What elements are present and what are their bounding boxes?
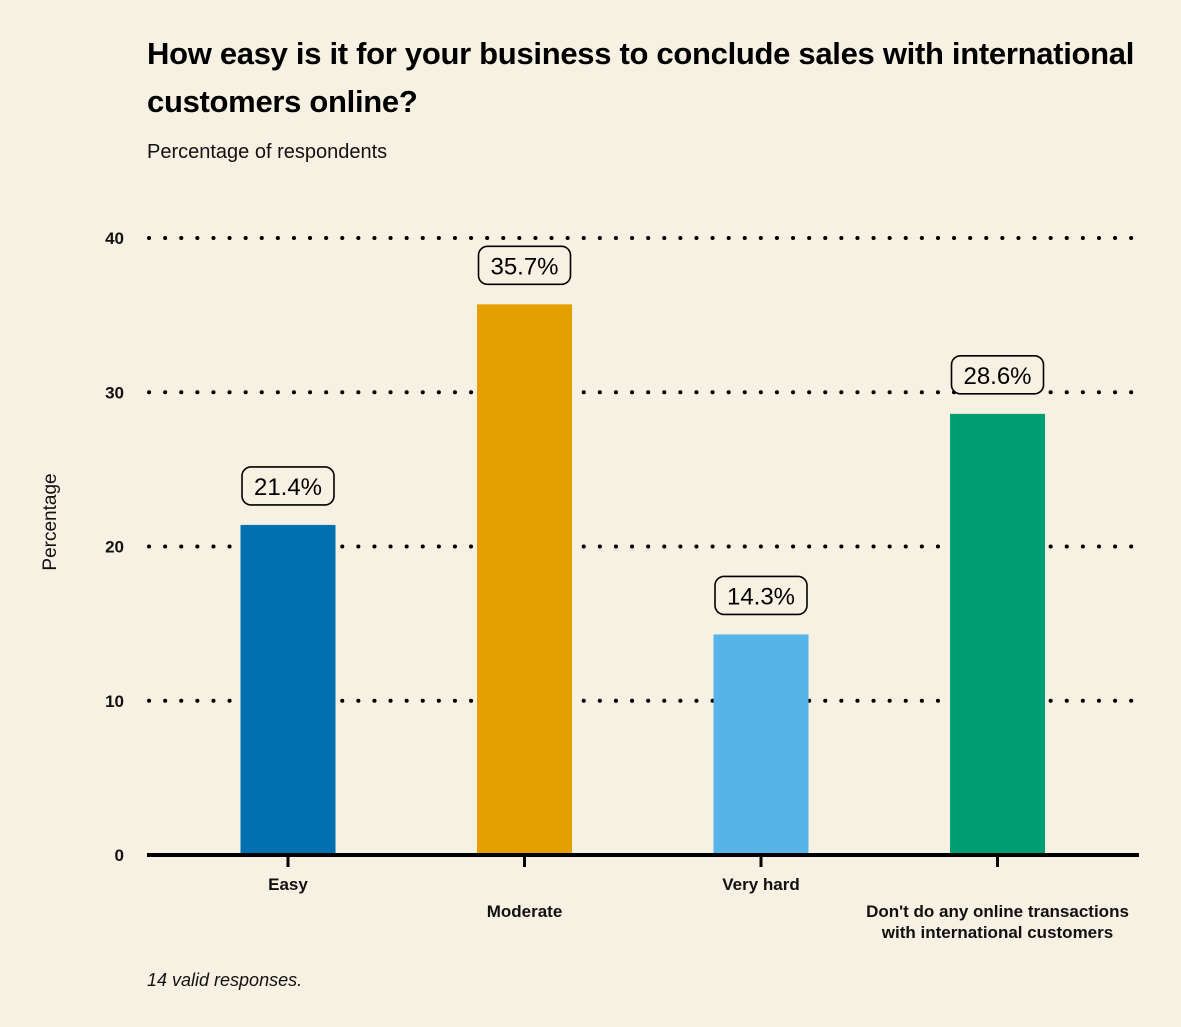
labels: 0 10 20 30 40 21.4% Easy 35.7% Moderate 14.3% Very… xyxy=(40,229,1129,942)
chart-title: How easy is it for your business to conc… xyxy=(147,36,1135,119)
x-tick-label-3-line-0: Don't do any online transactions xyxy=(866,902,1129,921)
data-label-1: 35.7% xyxy=(490,253,558,280)
x-tick-label-0: Easy xyxy=(268,875,308,894)
data-label-box-3 xyxy=(950,355,1045,395)
data-label-2: 14.3% xyxy=(727,583,795,610)
chart-footnote: 14 valid responses. xyxy=(147,970,303,990)
data-label-3: 28.6% xyxy=(963,363,1031,390)
chart-subtitle: Percentage of respondents xyxy=(147,141,388,163)
bar-0 xyxy=(240,524,336,855)
bar-3 xyxy=(950,413,1045,855)
y-tick-label-30: 30 xyxy=(105,383,124,402)
y-axis-title: Percentage xyxy=(40,473,61,570)
data-label-box-2 xyxy=(714,575,808,616)
x-tick-label-2: Very hard xyxy=(722,875,800,894)
y-tick-label-20: 20 xyxy=(105,538,124,557)
axes xyxy=(147,853,1139,867)
y-tick-label-40: 40 xyxy=(105,229,124,248)
data-label-box-0 xyxy=(241,466,335,506)
data-label-box-1 xyxy=(477,245,572,286)
y-tick-label-0: 0 xyxy=(115,846,124,865)
data-label-0: 21.4% xyxy=(254,474,322,501)
x-tick-label-3-line-1: with international customers xyxy=(881,923,1113,942)
bar-1 xyxy=(477,304,572,855)
x-tick-label-1: Moderate xyxy=(487,902,563,921)
y-tick-label-10: 10 xyxy=(105,692,124,711)
bar-2 xyxy=(713,634,809,855)
bars xyxy=(240,304,1045,855)
